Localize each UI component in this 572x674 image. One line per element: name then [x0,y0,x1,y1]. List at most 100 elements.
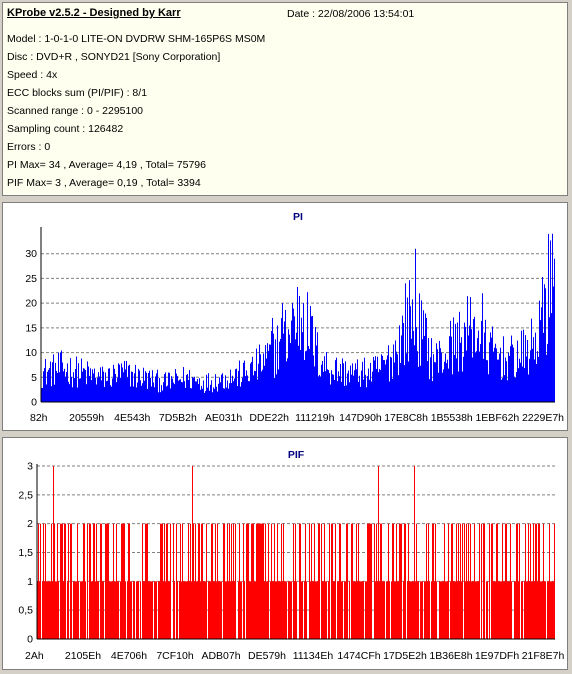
bar [357,359,358,402]
bar [86,384,87,402]
bar [150,377,151,402]
bar [229,523,230,639]
bar [140,380,141,402]
bar [105,523,106,639]
bar [222,373,223,402]
bar [273,581,274,639]
bar [308,346,309,402]
bar [271,523,272,639]
bar [67,581,68,639]
bar [518,368,519,402]
bar [351,523,352,639]
bar [263,353,264,402]
bar [514,376,515,402]
bar [509,355,510,402]
bar [94,523,95,639]
bar [44,581,45,639]
bar [57,372,58,402]
bar [49,368,50,402]
bar [133,581,134,639]
bar [356,369,357,402]
bar [507,380,508,402]
bar [417,351,418,402]
bar [244,581,245,639]
bar [60,523,61,639]
bar [436,343,437,402]
bar [265,523,266,639]
bar [498,581,499,639]
bar [295,523,296,639]
bar [101,380,102,402]
bar [316,581,317,639]
bar [46,384,47,402]
bar [321,523,322,639]
bar [202,523,203,639]
bar [453,581,454,639]
bar [44,368,45,402]
bar [551,313,552,402]
bar [539,523,540,639]
bar [279,581,280,639]
bar [233,523,234,639]
bar [322,361,323,402]
bar [484,523,485,639]
bar [90,523,91,639]
bar [96,523,97,639]
bar [376,523,377,639]
bar [400,363,401,402]
bar [243,362,244,402]
bar [449,336,450,402]
bar [547,343,548,402]
bar [444,361,445,402]
bar [295,339,296,402]
bar [47,581,48,639]
bar [264,365,265,402]
bar [179,581,180,639]
bar [212,523,213,639]
bar [373,356,374,402]
bar [252,523,253,639]
bar [51,386,52,402]
bar [355,363,356,402]
bar [434,581,435,639]
bar [506,523,507,639]
x-tick-label: 20559h [69,412,104,424]
bar [367,376,368,402]
bar [255,371,256,402]
bar [211,523,212,639]
bar [427,361,428,402]
bar [508,581,509,639]
bar [341,381,342,402]
bar [160,392,161,402]
bar [80,378,81,402]
bar [428,338,429,402]
bar [361,581,362,639]
x-tick-label: 82h [30,412,48,424]
bar [303,303,304,402]
chart-title: PIF [288,449,305,461]
x-tick-label: 4E706h [111,650,147,662]
bar [445,581,446,639]
bar [346,385,347,402]
bar [395,581,396,639]
bar [112,581,113,639]
bar [480,344,481,402]
bar [343,363,344,402]
bar [340,523,341,639]
bar [451,336,452,402]
bar [318,376,319,402]
bar [114,368,115,402]
bar [365,581,366,639]
bar [548,581,549,639]
bar [250,581,251,639]
bar [188,379,189,402]
bar [208,581,209,639]
bar [159,377,160,402]
bar [515,581,516,639]
bar [522,581,523,639]
bar [155,581,156,639]
bar [414,466,415,639]
bar [531,318,532,402]
bar [424,581,425,639]
bar [394,581,395,639]
